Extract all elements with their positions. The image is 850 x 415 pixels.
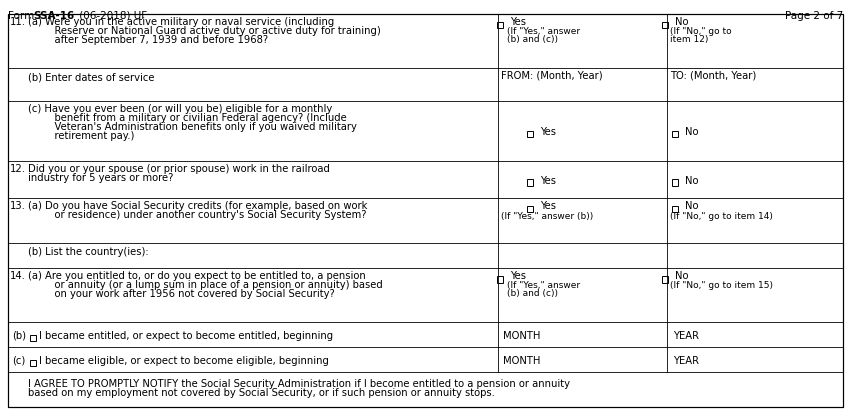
Text: YEAR: YEAR: [673, 356, 699, 366]
Text: based on my employment not covered by Social Security, or if such pension or ann: based on my employment not covered by So…: [28, 388, 495, 398]
Text: I became entitled, or expect to become entitled, beginning: I became entitled, or expect to become e…: [39, 330, 333, 340]
Text: industry for 5 years or more?: industry for 5 years or more?: [28, 173, 173, 183]
Text: I became eligible, or expect to become eligible, beginning: I became eligible, or expect to become e…: [39, 356, 329, 366]
Text: YEAR: YEAR: [673, 330, 699, 340]
Text: SSA-16: SSA-16: [33, 11, 74, 21]
Text: (If "Yes," answer (b)): (If "Yes," answer (b)): [501, 212, 593, 221]
Text: 11.: 11.: [10, 17, 26, 27]
Text: item 12): item 12): [670, 35, 708, 44]
Text: after September 7, 1939 and before 1968?: after September 7, 1939 and before 1968?: [42, 35, 268, 45]
Text: 12.: 12.: [10, 164, 26, 174]
Text: Form: Form: [8, 11, 37, 21]
Text: (If "No," go to item 14): (If "No," go to item 14): [670, 212, 773, 221]
Text: (b) and (c)): (b) and (c)): [507, 35, 558, 44]
Bar: [527, 180, 534, 186]
Text: (b): (b): [12, 330, 26, 340]
Bar: [672, 131, 678, 137]
Text: FROM: (Month, Year): FROM: (Month, Year): [501, 71, 603, 81]
Text: No: No: [675, 17, 688, 27]
Text: (If "No," go to: (If "No," go to: [670, 27, 732, 36]
Text: 13.: 13.: [10, 201, 26, 211]
Text: No: No: [685, 176, 699, 186]
Bar: [497, 22, 503, 29]
Bar: [527, 131, 534, 137]
Text: (b) Enter dates of service: (b) Enter dates of service: [28, 72, 155, 82]
Text: MONTH: MONTH: [503, 330, 541, 340]
Bar: [672, 206, 678, 212]
Text: TO: (Month, Year): TO: (Month, Year): [670, 71, 756, 81]
Text: on your work after 1956 not covered by Social Security?: on your work after 1956 not covered by S…: [42, 289, 335, 299]
Text: Yes: Yes: [510, 271, 526, 281]
Text: MONTH: MONTH: [503, 356, 541, 366]
Text: (a) Were you in the active military or naval service (including: (a) Were you in the active military or n…: [28, 17, 334, 27]
Text: or residence) under another country's Social Security System?: or residence) under another country's So…: [42, 210, 366, 220]
Text: Page 2 of 7: Page 2 of 7: [785, 11, 843, 21]
Text: 14.: 14.: [10, 271, 26, 281]
Text: Yes: Yes: [540, 176, 556, 186]
Text: No: No: [685, 201, 699, 211]
Text: I AGREE TO PROMPTLY NOTIFY the Social Security Administration if I become entitl: I AGREE TO PROMPTLY NOTIFY the Social Se…: [28, 379, 570, 389]
Bar: [497, 276, 503, 283]
Text: (a) Are you entitled to, or do you expect to be entitled to, a pension: (a) Are you entitled to, or do you expec…: [28, 271, 366, 281]
Text: (If "No," go to item 15): (If "No," go to item 15): [670, 281, 773, 290]
Text: Yes: Yes: [540, 201, 556, 211]
Text: (b) List the country(ies):: (b) List the country(ies):: [28, 247, 149, 257]
Text: No: No: [675, 271, 688, 281]
Bar: [662, 276, 668, 283]
Bar: [672, 180, 678, 186]
Text: benefit from a military or civilian Federal agency? (Include: benefit from a military or civilian Fede…: [42, 113, 347, 123]
Text: Did you or your spouse (or prior spouse) work in the railroad: Did you or your spouse (or prior spouse)…: [28, 164, 330, 174]
Text: retirement pay.): retirement pay.): [42, 131, 134, 141]
Text: (c): (c): [12, 356, 26, 366]
Text: Veteran's Administration benefits only if you waived military: Veteran's Administration benefits only i…: [42, 122, 357, 132]
Bar: [527, 206, 534, 212]
Text: (If "Yes," answer: (If "Yes," answer: [507, 281, 580, 290]
Bar: [662, 22, 668, 29]
Text: (06-2018) UF: (06-2018) UF: [76, 11, 147, 21]
Text: Yes: Yes: [510, 17, 526, 27]
Text: or annuity (or a lump sum in place of a pension or annuity) based: or annuity (or a lump sum in place of a …: [42, 280, 382, 290]
Bar: [30, 359, 37, 366]
Text: (If "Yes," answer: (If "Yes," answer: [507, 27, 580, 36]
Text: Reserve or National Guard active duty or active duty for training): Reserve or National Guard active duty or…: [42, 26, 381, 36]
Bar: [30, 334, 37, 341]
Text: (c) Have you ever been (or will you be) eligible for a monthly: (c) Have you ever been (or will you be) …: [28, 104, 332, 114]
Text: (b) and (c)): (b) and (c)): [507, 289, 558, 298]
Text: No: No: [685, 127, 699, 137]
Text: Yes: Yes: [540, 127, 556, 137]
Text: (a) Do you have Social Security credits (for example, based on work: (a) Do you have Social Security credits …: [28, 201, 367, 211]
